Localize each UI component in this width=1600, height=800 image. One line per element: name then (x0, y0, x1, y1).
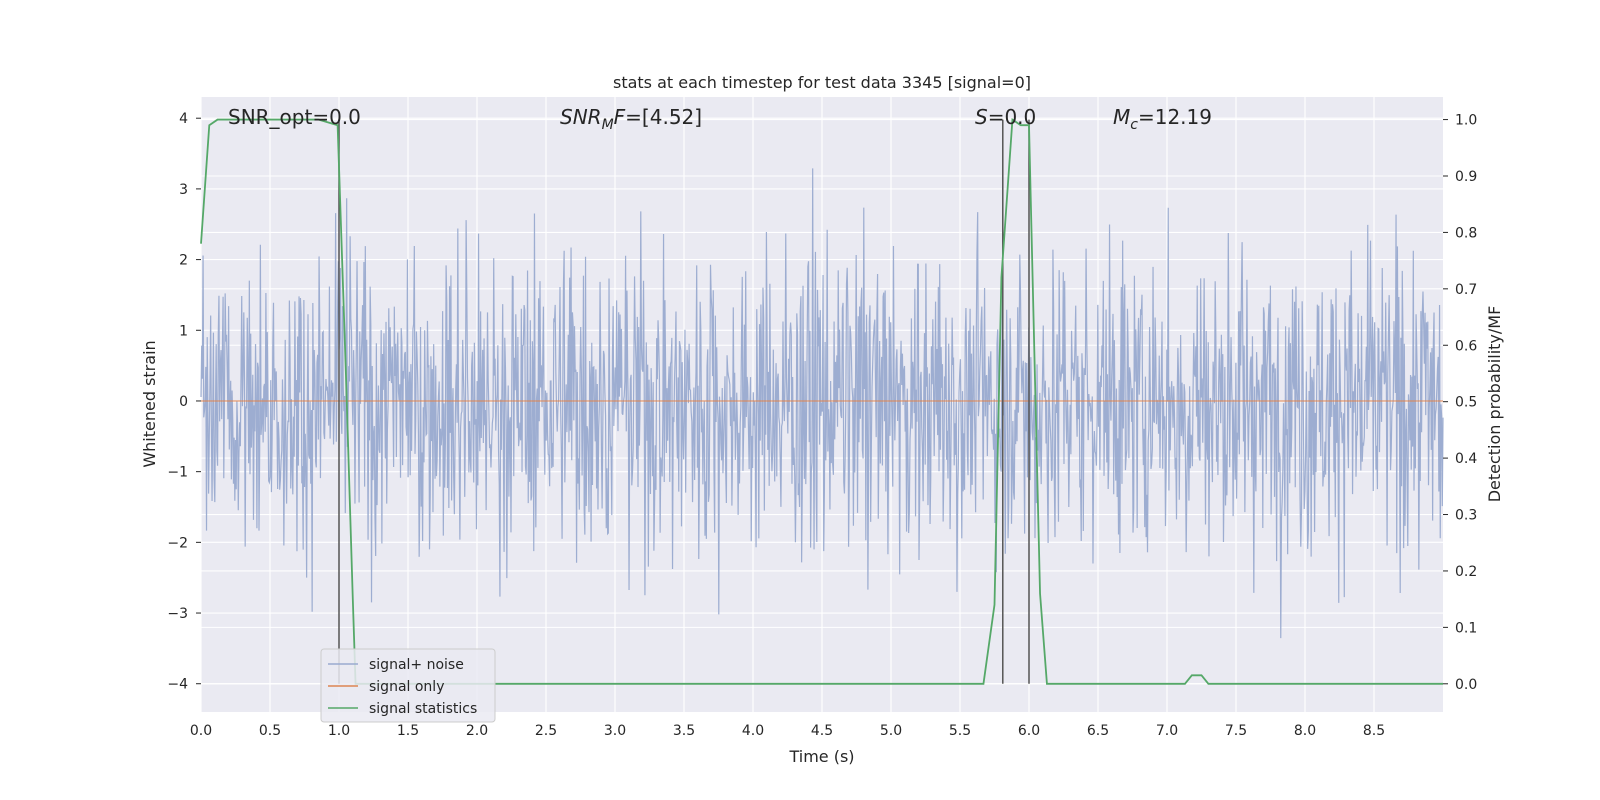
y-right-tick-label: 0.9 (1455, 169, 1477, 185)
mc-main: M (1113, 105, 1130, 129)
mc-value: =12.19 (1138, 105, 1212, 129)
y-right-tick-label: 0.1 (1455, 620, 1477, 636)
s-annotation: S=0.0 (975, 105, 1036, 129)
snr-mf-value: =[4.52] (625, 105, 702, 129)
y-right-tick-label: 0.8 (1455, 225, 1477, 241)
snr-mf-annotation: SNRMF=[4.52] (560, 105, 702, 133)
chart-title: stats at each timestep for test data 334… (613, 73, 1031, 92)
snr-opt-annotation: SNR_opt=0.0 (228, 105, 361, 129)
x-tick-label: 0.5 (259, 723, 281, 739)
x-tick-label: 7.0 (1156, 723, 1178, 739)
x-tick-label: 4.0 (742, 723, 764, 739)
x-tick-label: 6.0 (1018, 723, 1040, 739)
y-tick-label: −1 (167, 465, 188, 481)
x-tick-label: 1.5 (397, 723, 419, 739)
y-right-tick-label: 0.5 (1455, 395, 1477, 411)
signal-statistics-series (200, 117, 1443, 685)
x-tick-label: 4.5 (811, 723, 833, 739)
y-right-tick-label: 0.2 (1455, 564, 1477, 580)
snr-mf-sub: M (602, 117, 614, 133)
x-tick-label: 5.0 (880, 723, 902, 739)
legend: signal+ noise signal only signal statist… (320, 648, 496, 723)
legend-label-signal: signal only (369, 679, 444, 695)
x-tick-label: 6.5 (1087, 723, 1109, 739)
y-tick-label: 4 (179, 111, 188, 127)
y-tick-label: 0 (179, 394, 188, 410)
s-value: =0.0 (988, 105, 1037, 129)
s-main: S (975, 105, 988, 129)
snr-mf-tail: F (614, 105, 626, 129)
y-tick-label: −3 (167, 606, 188, 622)
mc-annotation: Mc=12.19 (1113, 105, 1212, 133)
y-axis-label: Whitened strain (140, 340, 159, 467)
y-tick-label: −2 (167, 535, 188, 551)
x-tick-label: 5.5 (949, 723, 971, 739)
y-axis-right-label: Detection probability/MF (1485, 306, 1504, 503)
signal-statistics-line (200, 117, 1443, 685)
y-right-tick-label: 0.7 (1455, 282, 1477, 298)
x-tick-label: 2.0 (466, 723, 488, 739)
y-right-tick-label: 0.3 (1455, 508, 1477, 524)
y-tick-label: −4 (167, 677, 188, 693)
y-right-tick-label: 0.6 (1455, 338, 1477, 354)
signal-noise-line (200, 168, 1444, 639)
y-right-tick-label: 0.4 (1455, 451, 1477, 467)
y-tick-label: 1 (179, 323, 188, 339)
legend-box (320, 648, 496, 723)
mc-sub: c (1130, 117, 1138, 133)
x-tick-label: 0.0 (190, 723, 212, 739)
y-right-tick-label: 0.0 (1455, 677, 1477, 693)
legend-label-statistics: signal statistics (369, 701, 477, 717)
y-tick-label: 2 (179, 253, 188, 269)
x-tick-label: 3.0 (604, 723, 626, 739)
legend-label-noise: signal+ noise (369, 657, 464, 673)
x-tick-label: 1.0 (328, 723, 350, 739)
x-tick-label: 8.0 (1294, 723, 1316, 739)
x-axis-label: Time (s) (788, 747, 854, 766)
x-tick-label: 2.5 (535, 723, 557, 739)
x-tick-label: 7.5 (1225, 723, 1247, 739)
snr-mf-main: SNR (560, 105, 602, 129)
vertical-markers (338, 119, 1030, 684)
y-tick-label: 3 (179, 182, 188, 198)
y-right-tick-label: 1.0 (1455, 113, 1477, 129)
signal-noise-series (200, 168, 1444, 639)
x-tick-label: 3.5 (673, 723, 695, 739)
x-tick-label: 8.5 (1363, 723, 1385, 739)
